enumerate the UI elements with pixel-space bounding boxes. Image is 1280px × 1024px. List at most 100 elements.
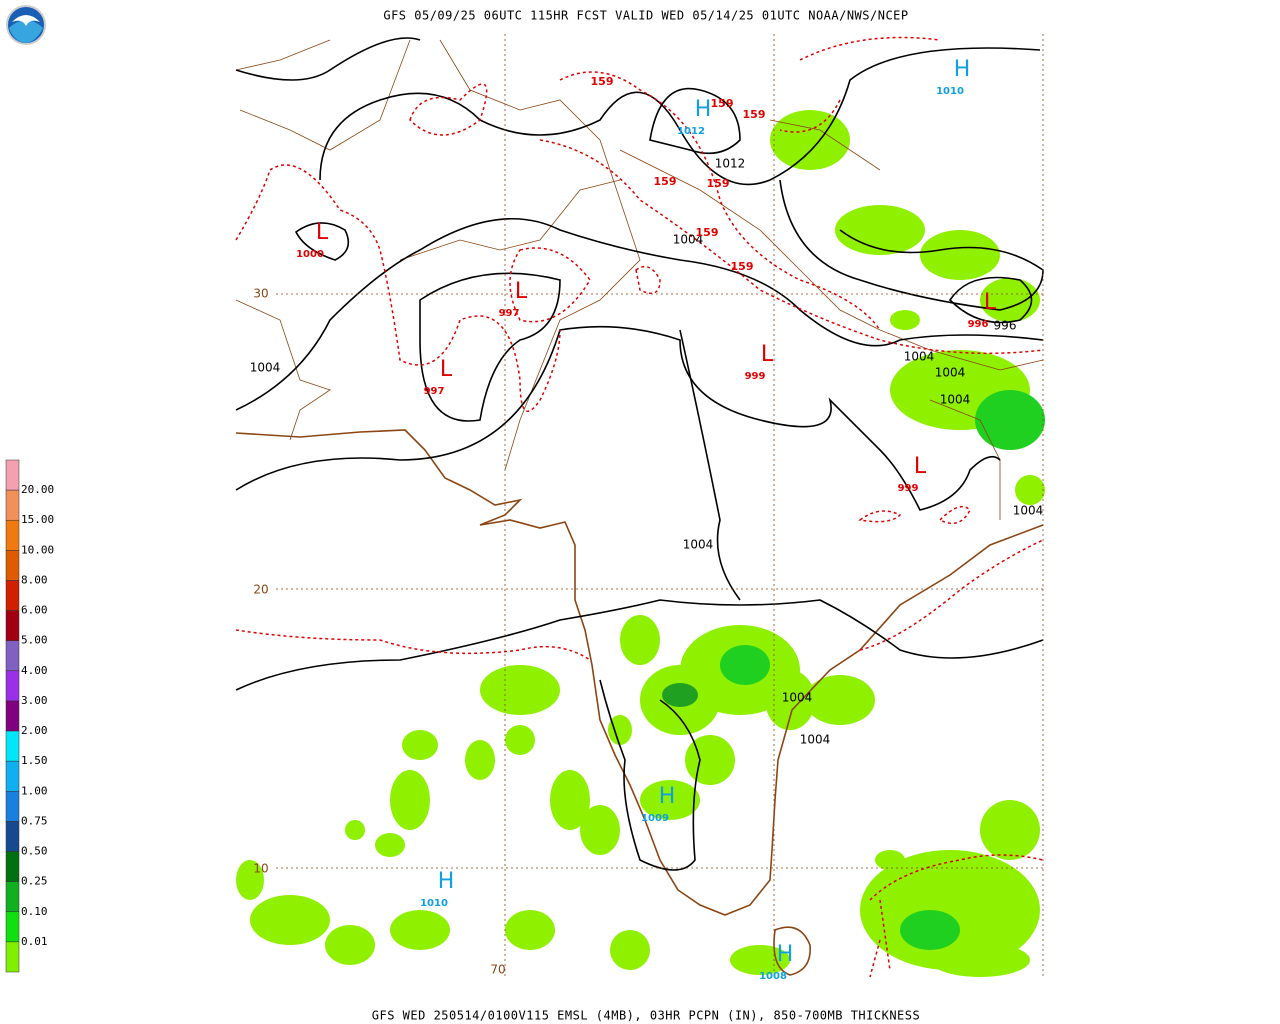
isobar-label: 1004 <box>935 366 966 380</box>
grid-label: 30 <box>253 287 268 301</box>
legend-swatch <box>5 459 20 491</box>
legend-swatch <box>5 550 20 581</box>
legend-swatch <box>5 821 20 852</box>
legend-swatch <box>5 911 20 943</box>
precip-area <box>835 205 925 255</box>
pressure-symbol: L <box>761 342 774 367</box>
precip-area <box>620 615 660 665</box>
map-caption: GFS WED 250514/0100V115 EMSL (4MB), 03HR… <box>372 1009 920 1023</box>
pressure-value: 999 <box>898 483 919 494</box>
legend-swatch <box>5 941 20 973</box>
isobar-label: 996 <box>994 319 1017 333</box>
pressure-symbol: H <box>777 942 794 967</box>
precip-area <box>980 800 1040 860</box>
legend-label: 6.00 <box>21 604 48 617</box>
precip-area <box>402 730 438 760</box>
precip-area <box>1015 475 1045 505</box>
legend-label: 5.00 <box>21 634 48 647</box>
legend-label: 1.00 <box>21 784 48 797</box>
precip-area <box>250 895 330 945</box>
precip-area <box>610 930 650 970</box>
pressure-value: 996 <box>968 319 989 330</box>
precip-area <box>890 310 920 330</box>
legend-label: 2.00 <box>21 724 48 737</box>
pressure-value: 1010 <box>420 898 448 909</box>
thickness-label: 159 <box>654 175 677 188</box>
isobar-label: 1004 <box>800 733 831 747</box>
precip-area <box>765 670 815 730</box>
legend-label: 10.00 <box>21 543 54 556</box>
legend-label: 15.00 <box>21 513 54 526</box>
precip-area <box>920 230 1000 280</box>
precip-area <box>980 278 1040 322</box>
legend-swatch <box>5 519 20 551</box>
legend-label: 8.00 <box>21 573 48 586</box>
graticule <box>276 34 1044 977</box>
legend-label: 3.00 <box>21 694 48 707</box>
precip-area <box>930 943 1030 977</box>
precip-area <box>390 770 430 830</box>
map-labels: H 1010 H 1012 L 1000 L 997 L 997 L 999 L 999 L 996 H 1009… <box>250 57 1044 982</box>
precip-area <box>900 910 960 950</box>
coastline <box>235 429 1044 916</box>
thickness-label: 159 <box>731 260 754 273</box>
legend-label: 0.25 <box>21 875 48 888</box>
precip-area <box>770 110 850 170</box>
pressure-symbol: L <box>440 357 453 382</box>
isobar-label: 1004 <box>250 361 281 375</box>
legend-swatch <box>5 580 20 611</box>
isobar-label: 1004 <box>940 393 971 407</box>
grid-label: 70 <box>490 963 505 977</box>
precip-area <box>325 925 375 965</box>
map-title: GFS 05/09/25 06UTC 115HR FCST VALID WED … <box>383 9 908 23</box>
legend-swatch <box>5 640 20 672</box>
thickness-label: 159 <box>743 108 766 121</box>
isobar-label: 1004 <box>904 350 935 364</box>
pressure-value: 999 <box>745 371 766 382</box>
precip-area <box>662 683 698 707</box>
legend-swatch <box>5 700 20 732</box>
precip-area <box>608 715 632 745</box>
pressure-symbol: L <box>914 454 927 479</box>
pressure-value: 997 <box>424 386 445 397</box>
legend-swatch <box>5 791 20 822</box>
precip-area <box>550 770 590 830</box>
precip-area <box>875 850 905 870</box>
pressure-value: 1009 <box>641 813 669 824</box>
map-area <box>235 34 1045 978</box>
legend-label: 0.75 <box>21 814 48 827</box>
legend-swatch <box>5 760 20 792</box>
thickness-label: 159 <box>707 177 730 190</box>
isobar-label: 1004 <box>782 691 813 705</box>
legend-label: 4.00 <box>21 664 48 677</box>
legend-label: 0.50 <box>21 845 48 858</box>
legend-swatch <box>5 881 20 913</box>
precip-area <box>465 740 495 780</box>
isobar-label: 1012 <box>715 157 746 171</box>
noaa-logo <box>6 5 46 45</box>
pressure-symbol: H <box>438 869 455 894</box>
legend: 20.00 15.00 10.00 8.00 6.00 5.00 4.00 3.00 2.00 1… <box>5 459 54 973</box>
precip-area <box>640 780 700 820</box>
isobar-label: 1004 <box>1013 504 1044 518</box>
grid-label: 20 <box>253 583 268 597</box>
precip-area <box>685 735 735 785</box>
thickness-label: 159 <box>711 97 734 110</box>
island <box>773 926 811 976</box>
pressure-symbol: L <box>515 279 528 304</box>
grid-label: 10 <box>253 862 268 876</box>
pressure-symbol: L <box>316 220 329 245</box>
pressure-value: 1012 <box>677 126 705 137</box>
pressure-value: 1010 <box>936 86 964 97</box>
precip-area <box>345 820 365 840</box>
thickness-label: 159 <box>696 226 719 239</box>
precip-area <box>236 860 264 900</box>
pressure-symbol: H <box>954 57 971 82</box>
precip-area <box>480 665 560 715</box>
isobar-label: 1004 <box>683 538 714 552</box>
precip-area <box>805 675 875 725</box>
legend-label: 20.00 <box>21 483 54 496</box>
thickness-label: 159 <box>591 75 614 88</box>
legend-label: 0.10 <box>21 905 48 918</box>
